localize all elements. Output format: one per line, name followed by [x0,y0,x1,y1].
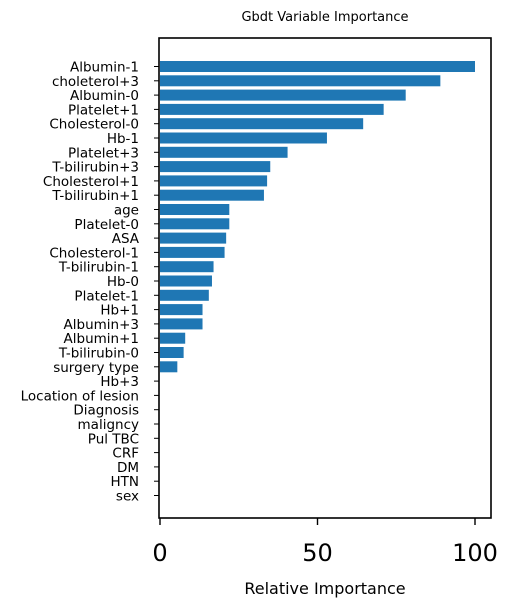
y-tick-label: DM [117,460,139,476]
x-tick-label: 100 [452,539,498,567]
y-tick-label: Platelet+1 [68,102,139,118]
bar [160,132,327,144]
y-tick-label: Cholesterol+1 [43,174,139,190]
y-tick-label: Hb+1 [100,303,139,319]
bar [160,146,288,158]
y-tick-label: Albumin+1 [64,331,139,347]
bar [160,218,230,230]
y-tick-label: Cholesterol-1 [49,245,139,261]
x-axis-label: Relative Importance [244,579,405,598]
y-tick-label: Albumin+3 [64,317,139,333]
bar [160,318,203,330]
y-tick-label: Pul TBC [88,431,139,447]
x-axis: 0 50 100 [152,518,498,567]
y-tick-label: choleterol+3 [52,74,139,90]
bar [160,75,441,87]
y-tick-label: Hb-1 [107,131,139,147]
y-tick-label: CRF [112,446,139,462]
y-tick-label: surgery type [53,360,139,376]
y-tick-label: ASA [112,231,140,247]
bar [160,118,364,130]
y-tick-label: sex [116,489,139,505]
y-tick-label: Cholesterol-0 [49,117,139,133]
x-tick-label: 0 [152,539,167,567]
bar [160,361,178,373]
y-tick-labels: Albumin-1choleterol+3Albumin-0Platelet+1… [21,60,140,505]
y-tick-label: T-bilirubin+1 [51,188,139,204]
y-tick-label: Location of lesion [21,388,139,404]
y-tick-label: Platelet-1 [74,288,139,304]
y-tick-label: Diagnosis [73,403,139,419]
bar [160,246,225,258]
bar [160,332,186,344]
bar [160,289,209,301]
y-tick-label: age [114,203,139,219]
y-tick-marks [154,66,159,496]
y-tick-label: Platelet-0 [74,217,139,233]
bar [160,275,212,287]
plot-frame [158,37,492,519]
bar [160,304,203,316]
bar [160,61,475,72]
y-tick-label: HTN [111,474,140,490]
bar [160,161,271,173]
y-tick-label: Albumin-0 [70,88,139,104]
bar [160,89,406,101]
y-tick-label: T-bilirubin-0 [58,346,139,362]
y-tick-label: T-bilirubin+3 [51,160,139,176]
chart-title: Gbdt Variable Importance [241,10,408,25]
y-tick-label: Albumin-1 [70,60,139,76]
y-tick-label: Hb+3 [100,374,139,390]
x-tick-label: 50 [302,539,333,567]
y-tick-label: Hb-0 [107,274,139,290]
bar [160,204,230,215]
bar [160,175,268,187]
bars-group [160,61,475,373]
bar [160,347,184,358]
y-tick-label: maligncy [78,417,139,433]
y-tick-label: T-bilirubin-1 [58,260,139,276]
bar [160,189,264,201]
bar [160,261,214,273]
bar [160,103,384,115]
bar [160,232,227,244]
y-tick-label: Platelet+3 [68,145,139,161]
